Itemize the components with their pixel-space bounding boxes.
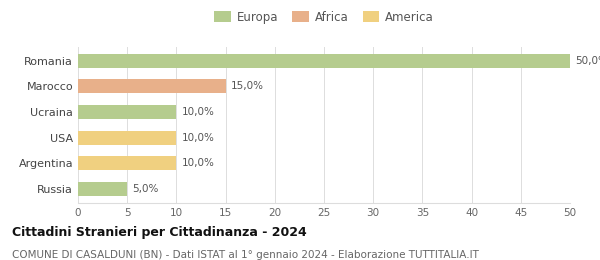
Bar: [78, 131, 176, 145]
Text: 10,0%: 10,0%: [181, 133, 214, 142]
Bar: [78, 182, 127, 196]
Legend: Europa, Africa, America: Europa, Africa, America: [209, 6, 439, 28]
Bar: [78, 54, 570, 68]
Bar: [78, 156, 176, 170]
Bar: [78, 105, 176, 119]
Bar: [78, 80, 226, 94]
Text: 15,0%: 15,0%: [230, 81, 263, 92]
Text: 50,0%: 50,0%: [575, 56, 600, 66]
Text: COMUNE DI CASALDUNI (BN) - Dati ISTAT al 1° gennaio 2024 - Elaborazione TUTTITAL: COMUNE DI CASALDUNI (BN) - Dati ISTAT al…: [12, 250, 479, 259]
Text: 10,0%: 10,0%: [181, 158, 214, 168]
Text: 10,0%: 10,0%: [181, 107, 214, 117]
Text: Cittadini Stranieri per Cittadinanza - 2024: Cittadini Stranieri per Cittadinanza - 2…: [12, 226, 307, 239]
Text: 5,0%: 5,0%: [132, 184, 158, 194]
